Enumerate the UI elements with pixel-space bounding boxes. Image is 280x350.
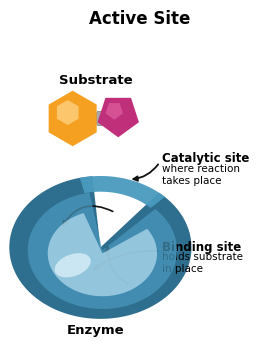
Text: holds substrate
in place: holds substrate in place xyxy=(162,252,243,274)
Polygon shape xyxy=(49,91,97,146)
Ellipse shape xyxy=(55,253,91,278)
Polygon shape xyxy=(57,100,78,125)
Text: Enzyme: Enzyme xyxy=(67,324,124,337)
Polygon shape xyxy=(106,103,123,120)
Polygon shape xyxy=(9,176,192,319)
Polygon shape xyxy=(97,98,139,137)
Polygon shape xyxy=(28,193,177,309)
Text: Binding site: Binding site xyxy=(162,241,241,254)
Polygon shape xyxy=(48,213,157,296)
Text: Catalytic site: Catalytic site xyxy=(162,152,249,164)
Text: Substrate: Substrate xyxy=(59,74,132,87)
Polygon shape xyxy=(80,176,165,208)
Text: where reaction
takes place: where reaction takes place xyxy=(162,164,240,186)
Text: Active Site: Active Site xyxy=(89,10,191,28)
FancyBboxPatch shape xyxy=(96,112,118,125)
